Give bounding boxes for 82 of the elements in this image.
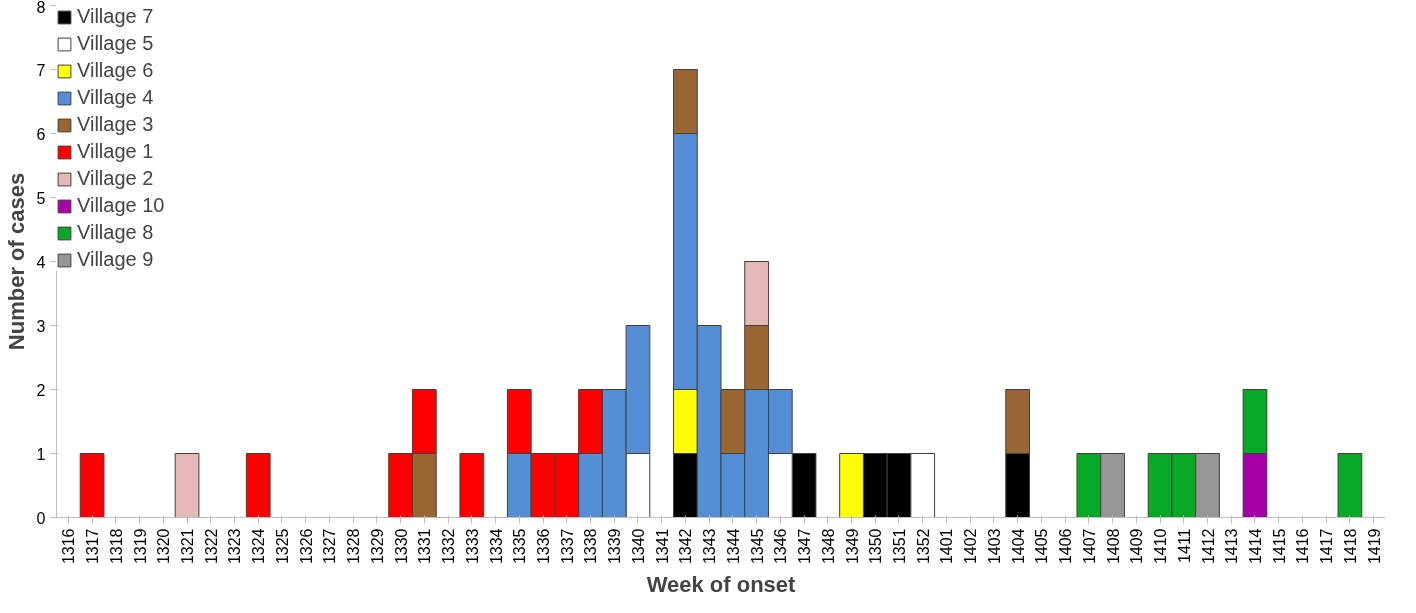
x-tick-label: 1410 (1152, 528, 1170, 565)
x-tick-label: 1402 (962, 528, 980, 565)
legend-label: Village 6 (77, 59, 154, 82)
x-tick-label: 1412 (1199, 528, 1217, 565)
x-tick-label: 1335 (511, 528, 529, 565)
x-axis-title: Week of onset (646, 572, 797, 598)
x-tick-label: 1349 (843, 528, 861, 565)
legend-label: Village 5 (77, 32, 154, 55)
x-tick-label: 1406 (1057, 528, 1075, 565)
y-tick-label: 4 (36, 253, 46, 271)
legend-label: Village 10 (77, 194, 165, 217)
x-tick-label: 1331 (416, 528, 434, 565)
bar (459, 453, 485, 518)
legend-label: Village 9 (77, 248, 154, 271)
x-tick-label: 1327 (321, 528, 339, 565)
x-tick-label: 1325 (273, 528, 291, 565)
x-tick-label: 1411 (1175, 528, 1193, 563)
x-tick-label: 1347 (796, 528, 814, 565)
x-tick-label: 1326 (297, 528, 315, 565)
x-tick-label: 1319 (131, 528, 149, 565)
x-tick-label: 1342 (677, 528, 695, 565)
x-tick-label: 1351 (890, 528, 908, 565)
x-tick-label: 1332 (440, 528, 458, 565)
x-tick-label: 1416 (1294, 528, 1312, 565)
x-tick-label: 1328 (345, 528, 363, 565)
x-tick-label: 1317 (84, 528, 102, 565)
x-tick-label: 1350 (867, 528, 885, 565)
x-tick-label: 1330 (392, 528, 410, 565)
x-tick-label: 1343 (701, 528, 719, 565)
x-tick-label: 1336 (535, 528, 553, 565)
x-tick-label: 1341 (653, 528, 671, 565)
x-tick-label: 1419 (1365, 528, 1383, 565)
x-tick-label: 1339 (606, 528, 624, 565)
x-tick-label: 1324 (250, 528, 268, 565)
y-tick-label: 5 (36, 189, 46, 207)
bar (79, 453, 105, 518)
x-tick-label: 1418 (1341, 528, 1359, 565)
x-tick-label: 1407 (1080, 528, 1098, 565)
bar (245, 453, 271, 518)
x-tick-label: 1318 (107, 528, 125, 565)
x-tick-label: 1414 (1246, 528, 1264, 565)
x-tick-label: 1345 (748, 528, 766, 565)
x-tick-label: 1344 (724, 528, 742, 565)
x-tick-label: 1329 (368, 528, 386, 565)
x-tick-label: 1320 (155, 528, 173, 565)
x-tick-label: 1346 (772, 528, 790, 565)
y-tick-label: 0 (36, 509, 46, 527)
y-axis-title: Number of cases (3, 172, 29, 351)
x-tick-label: 1352 (914, 528, 932, 565)
y-tick-label: 8 (36, 0, 46, 16)
x-tick-label: 1316 (60, 528, 78, 565)
x-tick-label: 1405 (1033, 528, 1051, 565)
x-tick-label: 1401 (938, 528, 956, 565)
legend-label: Village 1 (77, 140, 154, 163)
legend-label: Village 2 (77, 167, 154, 190)
x-tick-label: 1321 (179, 528, 197, 565)
x-tick-label: 1403 (985, 528, 1003, 565)
legend-label: Village 4 (77, 86, 154, 109)
x-tick-label: 1417 (1318, 528, 1336, 565)
x-tick-label: 1408 (1104, 528, 1122, 565)
x-tick-label: 1322 (202, 528, 220, 565)
x-tick-label: 1415 (1270, 528, 1288, 565)
y-tick-label: 7 (36, 61, 46, 79)
x-tick-label: 1413 (1223, 528, 1241, 565)
x-tick-label: 1409 (1128, 528, 1146, 565)
legend-label: Village 7 (77, 5, 154, 28)
x-tick-label: 1334 (487, 528, 505, 565)
y-tick-label: 2 (36, 381, 46, 399)
x-tick-label: 1348 (819, 528, 837, 565)
x-tick-label: 1323 (226, 528, 244, 565)
bar (174, 453, 200, 518)
y-tick-label: 6 (36, 125, 46, 143)
x-tick-label: 1340 (629, 528, 647, 565)
x-tick-label: 1404 (1009, 528, 1027, 565)
legend-label: Village 3 (77, 113, 154, 136)
x-tick-label: 1337 (558, 528, 576, 565)
x-tick-label: 1338 (582, 528, 600, 565)
y-tick-label: 3 (36, 317, 46, 335)
x-tick-label: 1333 (463, 528, 481, 565)
y-tick-label: 1 (36, 445, 46, 463)
bar (1337, 453, 1363, 518)
legend-label: Village 8 (77, 221, 154, 244)
